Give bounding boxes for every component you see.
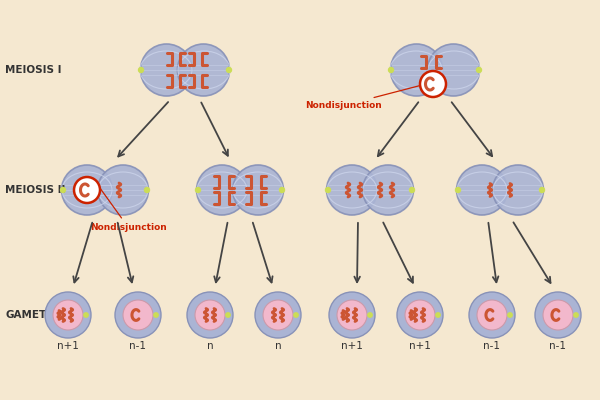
Ellipse shape bbox=[197, 165, 247, 215]
Text: Nondisjunction: Nondisjunction bbox=[90, 179, 167, 232]
Text: n-1: n-1 bbox=[484, 341, 500, 351]
Circle shape bbox=[61, 188, 65, 192]
Ellipse shape bbox=[427, 44, 479, 96]
Circle shape bbox=[139, 68, 143, 72]
Text: GAMETES: GAMETES bbox=[5, 310, 61, 320]
Circle shape bbox=[389, 68, 394, 72]
Circle shape bbox=[187, 292, 233, 338]
Text: n+1: n+1 bbox=[341, 341, 363, 351]
Circle shape bbox=[84, 313, 88, 317]
Circle shape bbox=[329, 292, 375, 338]
Circle shape bbox=[574, 313, 578, 317]
Circle shape bbox=[436, 313, 440, 317]
Text: n: n bbox=[275, 341, 281, 351]
Circle shape bbox=[294, 313, 298, 317]
Circle shape bbox=[543, 300, 573, 330]
Circle shape bbox=[226, 313, 230, 317]
Circle shape bbox=[123, 300, 153, 330]
Circle shape bbox=[154, 313, 158, 317]
Text: n-1: n-1 bbox=[130, 341, 146, 351]
Circle shape bbox=[45, 292, 91, 338]
Circle shape bbox=[508, 313, 512, 317]
Ellipse shape bbox=[178, 44, 230, 96]
Circle shape bbox=[115, 292, 161, 338]
Circle shape bbox=[469, 292, 515, 338]
Ellipse shape bbox=[391, 44, 443, 96]
Text: Nondisjunction: Nondisjunction bbox=[305, 85, 424, 110]
Ellipse shape bbox=[62, 165, 112, 215]
Circle shape bbox=[535, 292, 581, 338]
Circle shape bbox=[53, 300, 83, 330]
Circle shape bbox=[227, 68, 232, 72]
Circle shape bbox=[368, 313, 372, 317]
Circle shape bbox=[325, 188, 331, 192]
Circle shape bbox=[280, 188, 284, 192]
Ellipse shape bbox=[140, 44, 193, 96]
Text: n: n bbox=[206, 341, 214, 351]
Circle shape bbox=[397, 292, 443, 338]
Text: MEIOSIS II: MEIOSIS II bbox=[5, 185, 65, 195]
Ellipse shape bbox=[98, 165, 148, 215]
Circle shape bbox=[196, 188, 200, 192]
Circle shape bbox=[263, 300, 293, 330]
Text: n+1: n+1 bbox=[409, 341, 431, 351]
Ellipse shape bbox=[326, 165, 377, 215]
Circle shape bbox=[477, 300, 507, 330]
Circle shape bbox=[405, 300, 435, 330]
Circle shape bbox=[145, 188, 149, 192]
Ellipse shape bbox=[362, 165, 413, 215]
Text: n+1: n+1 bbox=[57, 341, 79, 351]
Circle shape bbox=[420, 71, 446, 97]
Circle shape bbox=[74, 177, 100, 203]
Ellipse shape bbox=[233, 165, 283, 215]
Ellipse shape bbox=[493, 165, 544, 215]
Circle shape bbox=[539, 188, 545, 192]
Circle shape bbox=[195, 300, 225, 330]
Circle shape bbox=[476, 68, 482, 72]
Circle shape bbox=[337, 300, 367, 330]
Text: n-1: n-1 bbox=[550, 341, 566, 351]
Circle shape bbox=[255, 292, 301, 338]
Text: MEIOSIS I: MEIOSIS I bbox=[5, 65, 62, 75]
Circle shape bbox=[409, 188, 415, 192]
Ellipse shape bbox=[457, 165, 508, 215]
Circle shape bbox=[455, 188, 461, 192]
